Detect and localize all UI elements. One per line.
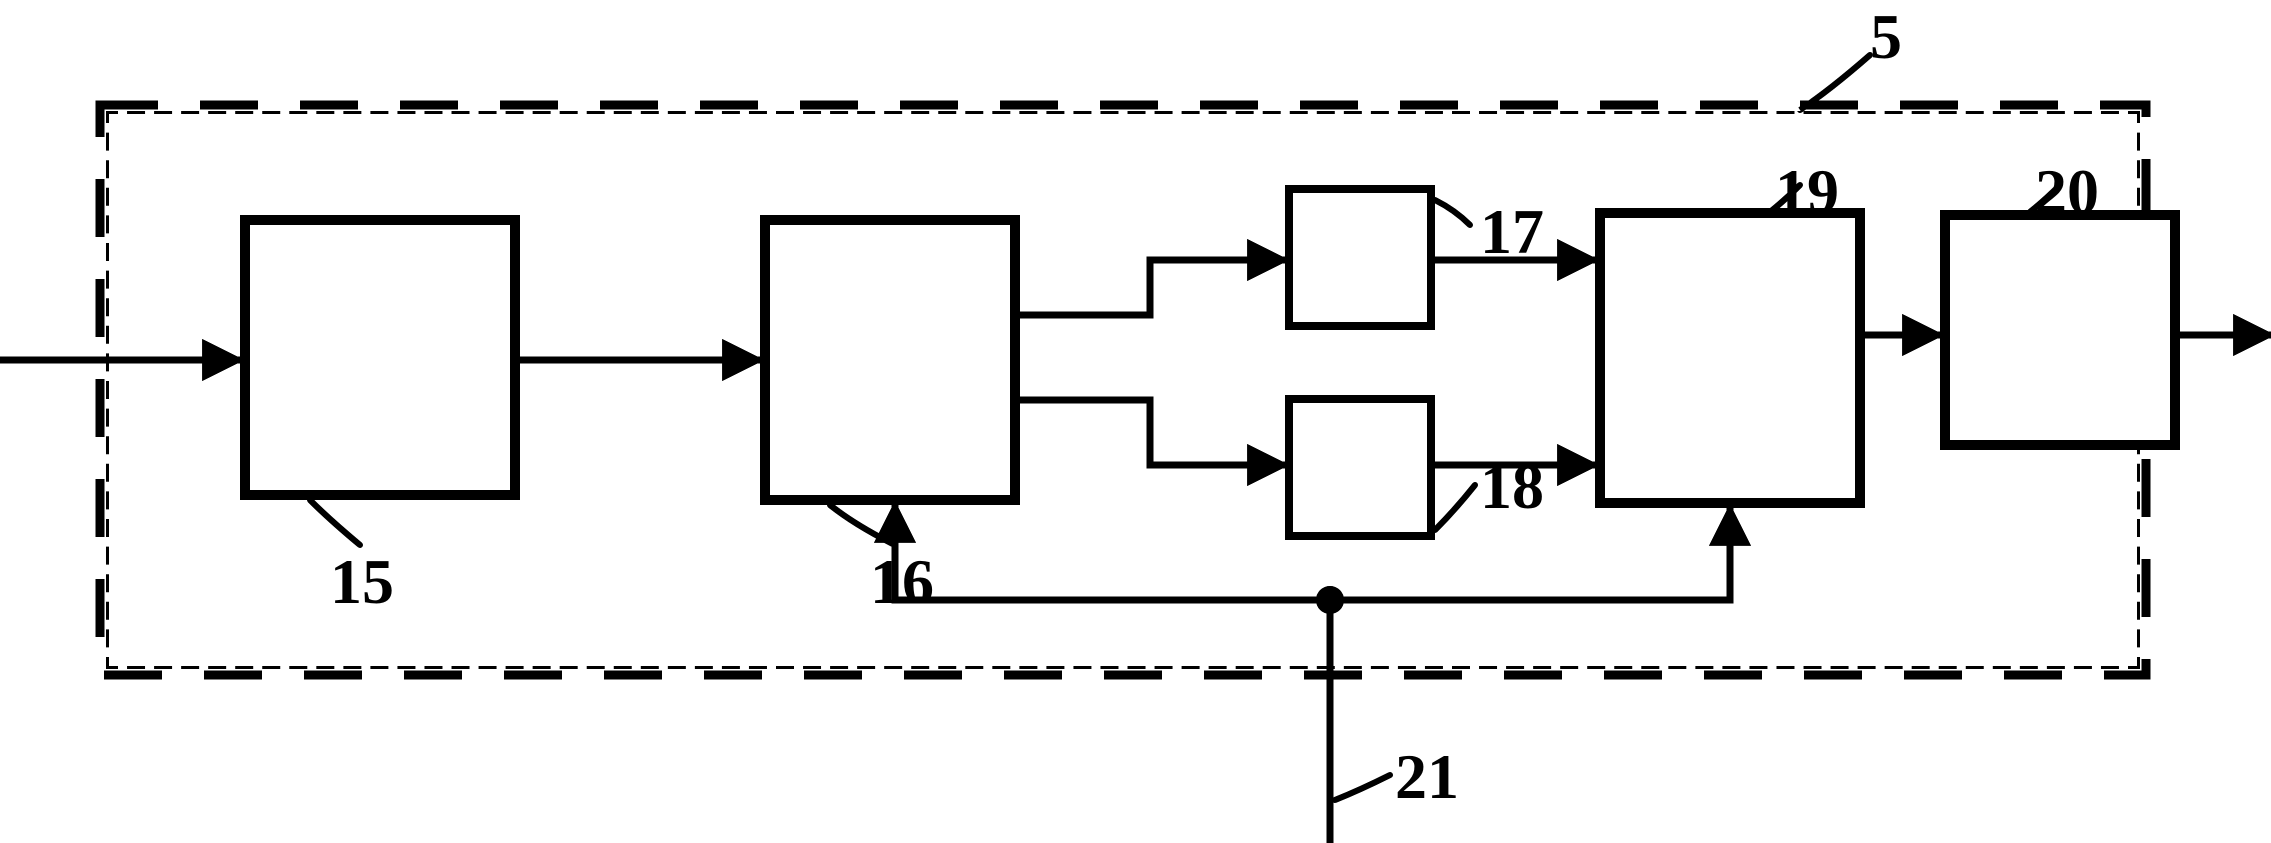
label-5: 5 — [1870, 0, 1902, 74]
node-17 — [1285, 185, 1435, 330]
node-15 — [240, 215, 520, 500]
leader-5 — [1800, 55, 1870, 110]
label-17: 17 — [1480, 195, 1544, 269]
node-19 — [1595, 208, 1865, 508]
label-16: 16 — [870, 545, 934, 619]
label-15: 15 — [330, 545, 394, 619]
node-16 — [760, 215, 1020, 505]
leader-21 — [1335, 775, 1390, 800]
label-21: 21 — [1395, 740, 1459, 814]
node-18 — [1285, 395, 1435, 540]
block-diagram: 5 15 16 17 18 19 20 21 — [0, 0, 2271, 843]
label-18: 18 — [1480, 450, 1544, 524]
node-20 — [1940, 210, 2180, 450]
